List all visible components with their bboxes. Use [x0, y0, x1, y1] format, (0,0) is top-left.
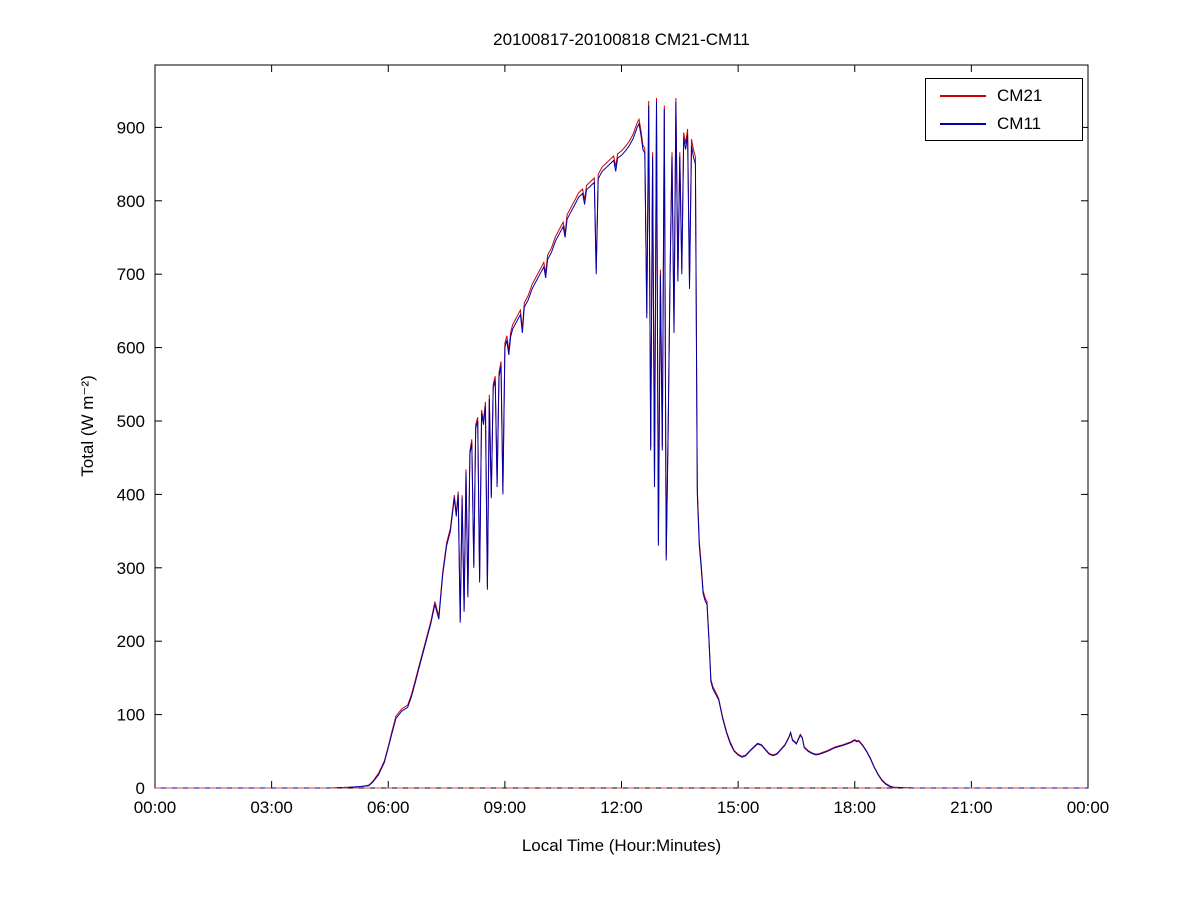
y-tick-label: 300: [117, 559, 145, 578]
x-tick-label: 00:00: [134, 798, 177, 817]
axes-box: [154, 64, 1089, 789]
series-cm11-line: [155, 101, 1088, 789]
y-tick-label: 800: [117, 192, 145, 211]
x-tick-label: 12:00: [600, 798, 643, 817]
y-tick-label: 500: [117, 412, 145, 431]
x-axis-label: Local Time (Hour:Minutes): [521, 836, 722, 855]
legend-item-cm11: CM11: [926, 110, 1082, 138]
y-tick-label: 100: [117, 706, 145, 725]
x-tick-label: 03:00: [250, 798, 293, 817]
x-tick-label: 06:00: [367, 798, 410, 817]
y-tick-label: 0: [136, 779, 145, 798]
x-tick-label: 18:00: [833, 798, 876, 817]
legend-label: CM21: [997, 85, 1043, 105]
legend-item-cm21: CM21: [926, 82, 1082, 110]
y-axis-label: Total (W m⁻²): [78, 375, 97, 477]
series-cm21-line: [155, 97, 1088, 789]
y-tick-label: 400: [117, 485, 145, 504]
cm21-line-sample: [940, 94, 986, 97]
x-tick-label: 09:00: [484, 798, 527, 817]
x-tick-label: 00:00: [1067, 798, 1110, 817]
x-tick-label: 21:00: [950, 798, 993, 817]
legend: CM21 CM11: [925, 78, 1083, 141]
legend-label: CM11: [997, 113, 1042, 133]
y-tick-label: 900: [117, 118, 145, 137]
cm11-line-sample: [940, 122, 986, 125]
y-tick-label: 700: [117, 265, 145, 284]
chart-title: 20100817-20100818 CM21-CM11: [493, 30, 750, 49]
y-tick-label: 600: [117, 339, 145, 358]
y-tick-label: 200: [117, 632, 145, 651]
x-tick-label: 15:00: [717, 798, 760, 817]
